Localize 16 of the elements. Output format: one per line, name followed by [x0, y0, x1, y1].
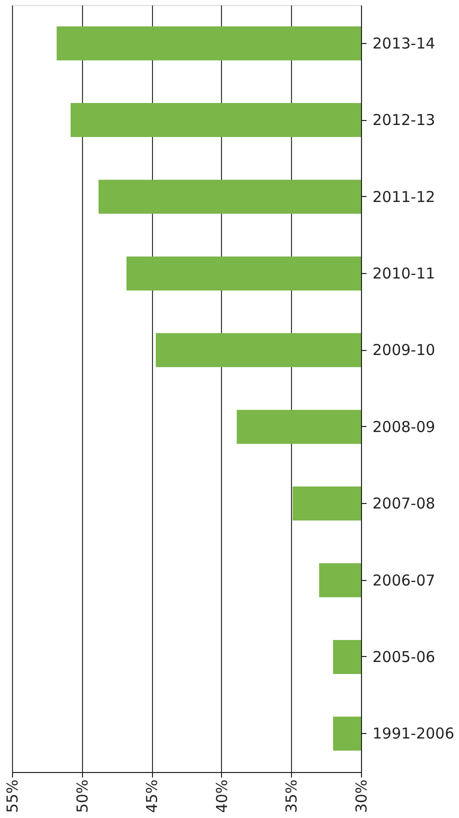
x-tick-label: 40%: [212, 780, 231, 813]
y-tick-label: 2011-12: [372, 188, 436, 206]
y-tick-label: 2007-08: [372, 494, 436, 513]
y-tick-label: 2005-06: [372, 648, 436, 666]
y-tick-label: 2013-14: [372, 34, 436, 52]
x-tick-label: 45%: [143, 780, 162, 813]
x-tick-label: 30%: [352, 780, 370, 813]
y-tick-label: 2008-09: [372, 418, 436, 436]
y-tick-label: 2009-10: [372, 341, 436, 360]
y-tick-label: 2012-13: [372, 111, 436, 130]
x-tick-label: 55%: [4, 780, 22, 813]
y-tick-label: 1991-2006: [372, 724, 454, 743]
x-tick-label: 50%: [73, 780, 92, 813]
y-tick-label: 2006-07: [372, 571, 436, 590]
y-tick-label: 2010-11: [372, 264, 436, 282]
x-tick-label: 35%: [282, 780, 301, 813]
